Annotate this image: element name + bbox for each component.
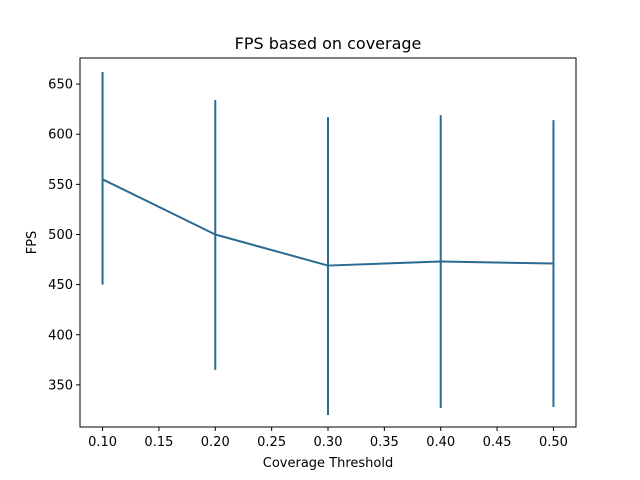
y-tick-label: 450 <box>48 278 73 293</box>
x-axis: 0.10 0.15 0.20 0.25 0.30 0.35 0.40 0.45 0.50 <box>88 427 568 450</box>
x-axis-label: Coverage Threshold <box>263 456 393 471</box>
series-line <box>102 178 554 267</box>
x-tick-label: 0.20 <box>201 435 230 450</box>
x-tick-label: 0.30 <box>314 435 343 450</box>
x-tick-label: 0.35 <box>370 435 399 450</box>
y-axis-label: FPS <box>25 231 40 255</box>
x-tick-label: 0.45 <box>483 435 512 450</box>
y-tick-label: 500 <box>48 228 73 243</box>
y-tick-label: 350 <box>48 378 73 393</box>
x-tick-label: 0.25 <box>257 435 286 450</box>
y-tick-label: 600 <box>48 128 73 143</box>
x-tick-label: 0.50 <box>539 435 568 450</box>
y-tick-label: 550 <box>48 178 73 193</box>
y-tick-label: 650 <box>48 78 73 93</box>
x-tick-label: 0.40 <box>426 435 455 450</box>
x-tick-label: 0.15 <box>144 435 173 450</box>
y-tick-label: 400 <box>48 328 73 343</box>
plot-marks <box>101 72 555 415</box>
y-axis: 350 400 450 500 550 600 650 <box>48 78 80 393</box>
chart-title: FPS based on coverage <box>235 34 422 53</box>
x-tick-label: 0.10 <box>88 435 117 450</box>
